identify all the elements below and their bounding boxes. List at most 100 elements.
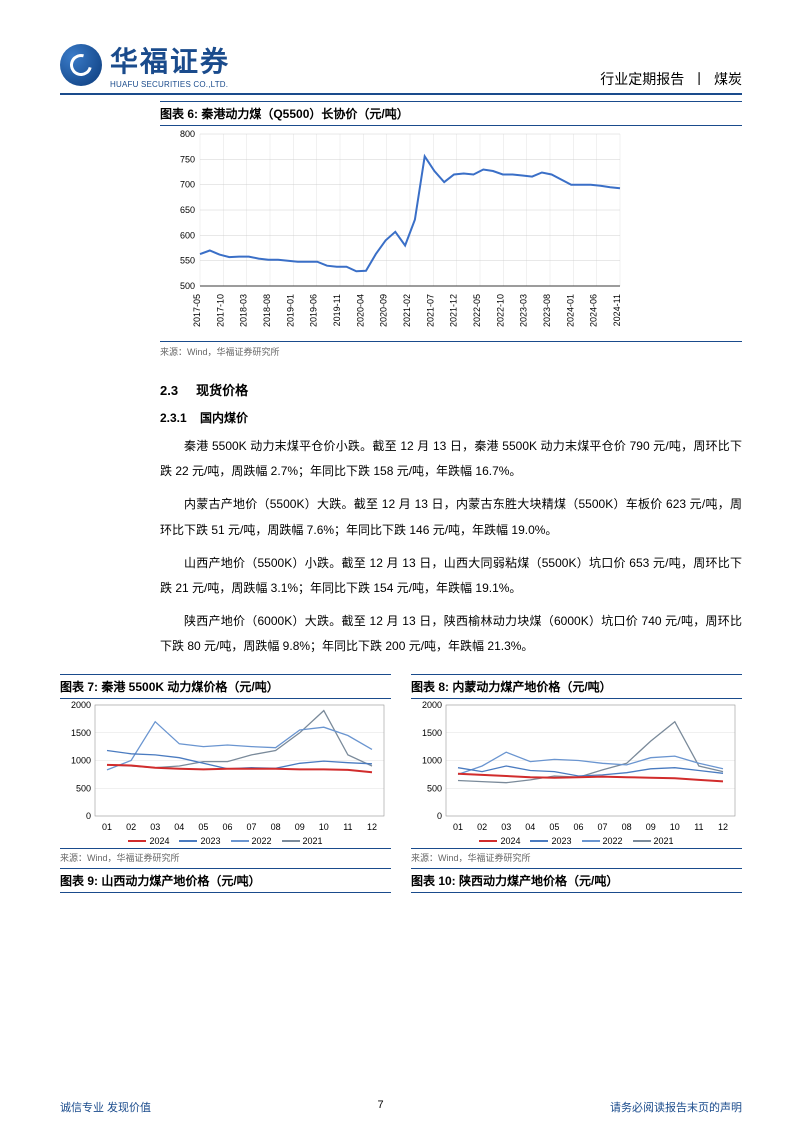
svg-text:2000: 2000: [422, 700, 442, 710]
legend-2023: 2023: [551, 836, 571, 846]
chart8-title: 图表 8: 内蒙动力煤产地价格（元/吨）: [411, 674, 742, 699]
chart6: 5005506006507007508002017-052017-102018-…: [160, 126, 630, 341]
legend-2022: 2022: [252, 836, 272, 846]
chart8-legend: 2024 2023 2022 2021: [411, 834, 742, 848]
svg-text:2024-11: 2024-11: [612, 294, 622, 326]
svg-text:500: 500: [427, 783, 442, 793]
svg-text:10: 10: [670, 822, 680, 832]
svg-text:0: 0: [86, 811, 91, 821]
logo-cn: 华福证券: [110, 40, 230, 80]
svg-text:01: 01: [102, 822, 112, 832]
legend-2021: 2021: [654, 836, 674, 846]
svg-text:11: 11: [694, 822, 703, 832]
page-footer: 诚信专业 发现价值 7 请务必阅读报告末页的声明: [60, 1099, 742, 1115]
svg-text:03: 03: [150, 822, 160, 832]
section-heading: 2.3 现货价格: [160, 380, 742, 399]
svg-text:2022-10: 2022-10: [495, 294, 505, 327]
chart8-source: 来源：Wind，华福证券研究所: [411, 848, 742, 866]
svg-text:2017-10: 2017-10: [215, 294, 225, 327]
paragraph-4: 陕西产地价（6000K）大跌。截至 12 月 13 日，陕西榆林动力块煤（600…: [160, 609, 742, 659]
chart7-source: 来源：Wind，华福证券研究所: [60, 848, 391, 866]
chart7: 0500100015002000010203040506070809101112: [60, 699, 390, 834]
svg-text:600: 600: [180, 230, 195, 240]
sep-icon: 丨: [692, 71, 706, 87]
chart7-col: 图表 7: 秦港 5500K 动力煤价格（元/吨） 0 500 1000 1500 20…: [60, 674, 391, 866]
paragraph-1: 秦港 5500K 动力末煤平仓价小跌。截至 12 月 13 日，秦港 5500K…: [160, 434, 742, 484]
svg-text:2022-05: 2022-05: [472, 294, 482, 327]
svg-text:09: 09: [646, 822, 656, 832]
svg-text:04: 04: [174, 822, 184, 832]
header-right: 行业定期报告 丨 煤炭: [600, 69, 742, 89]
svg-text:03: 03: [501, 822, 511, 832]
svg-text:08: 08: [271, 822, 281, 832]
svg-text:800: 800: [180, 129, 195, 139]
svg-text:2000: 2000: [71, 700, 91, 710]
svg-text:2024-01: 2024-01: [565, 294, 575, 327]
svg-text:12: 12: [718, 822, 728, 832]
chart6-title: 图表 6: 秦港动力煤（Q5500）长协价（元/吨）: [160, 101, 742, 126]
chart9-title: 图表 9: 山西动力煤产地价格（元/吨）: [60, 868, 391, 893]
chart10-title: 图表 10: 陕西动力煤产地价格（元/吨）: [411, 868, 742, 893]
chart6-section: 图表 6: 秦港动力煤（Q5500）长协价（元/吨） 5005506006507…: [160, 101, 742, 358]
chart6-source: 来源：Wind，华福证券研究所: [160, 341, 742, 358]
svg-text:550: 550: [180, 256, 195, 266]
page-header: 华福证券 HUAFU SECURITIES CO.,LTD. 行业定期报告 丨 …: [60, 40, 742, 95]
footer-left: 诚信专业 发现价值: [60, 1099, 151, 1115]
svg-text:01: 01: [453, 822, 463, 832]
svg-text:1000: 1000: [422, 755, 442, 765]
svg-text:02: 02: [477, 822, 487, 832]
svg-text:06: 06: [573, 822, 583, 832]
svg-text:04: 04: [525, 822, 535, 832]
svg-text:07: 07: [247, 822, 257, 832]
logo: 华福证券 HUAFU SECURITIES CO.,LTD.: [60, 40, 230, 89]
paragraph-2: 内蒙古产地价（5500K）大跌。截至 12 月 13 日，内蒙古东胜大块精煤（5…: [160, 492, 742, 542]
svg-text:1500: 1500: [71, 727, 91, 737]
svg-text:09: 09: [295, 822, 305, 832]
legend-2024: 2024: [149, 836, 169, 846]
svg-text:2023-08: 2023-08: [542, 294, 552, 327]
svg-text:2024-06: 2024-06: [589, 294, 599, 327]
svg-text:2021-12: 2021-12: [449, 294, 459, 327]
svg-text:500: 500: [180, 281, 195, 291]
svg-text:500: 500: [76, 783, 91, 793]
svg-text:05: 05: [549, 822, 559, 832]
svg-text:12: 12: [367, 822, 377, 832]
svg-text:02: 02: [126, 822, 136, 832]
footer-page: 7: [377, 1099, 383, 1115]
svg-text:08: 08: [622, 822, 632, 832]
svg-text:750: 750: [180, 154, 195, 164]
svg-text:11: 11: [343, 822, 352, 832]
sub-num: 2.3.1: [160, 411, 187, 425]
logo-icon: [60, 44, 102, 86]
chart7-title: 图表 7: 秦港 5500K 动力煤价格（元/吨）: [60, 674, 391, 699]
svg-text:2019-11: 2019-11: [332, 294, 342, 326]
legend-2023: 2023: [200, 836, 220, 846]
svg-text:2021-02: 2021-02: [402, 294, 412, 327]
svg-text:10: 10: [319, 822, 329, 832]
logo-en: HUAFU SECURITIES CO.,LTD.: [110, 80, 230, 89]
svg-text:2019-06: 2019-06: [309, 294, 319, 327]
paragraph-3: 山西产地价（5500K）小跌。截至 12 月 13 日，山西大同弱粘煤（5500…: [160, 551, 742, 601]
subsection-heading: 2.3.1 国内煤价: [160, 409, 742, 426]
charts-row-78: 图表 7: 秦港 5500K 动力煤价格（元/吨） 05001000150020…: [60, 674, 742, 866]
svg-text:06: 06: [222, 822, 232, 832]
svg-text:1500: 1500: [422, 727, 442, 737]
svg-text:2018-08: 2018-08: [262, 294, 272, 327]
legend-2021: 2021: [303, 836, 323, 846]
section-num: 2.3: [160, 383, 178, 398]
sub-title: 国内煤价: [200, 411, 248, 425]
svg-text:0: 0: [437, 811, 442, 821]
chart10-col: 图表 10: 陕西动力煤产地价格（元/吨）: [411, 868, 742, 893]
svg-text:2023-03: 2023-03: [519, 294, 529, 327]
chart7-legend: 2024 2023 2022 2021: [60, 834, 391, 848]
charts-row-910: 图表 9: 山西动力煤产地价格（元/吨） 图表 10: 陕西动力煤产地价格（元/…: [60, 868, 742, 893]
sector-name: 煤炭: [714, 71, 742, 87]
svg-text:1000: 1000: [71, 755, 91, 765]
svg-text:2021-07: 2021-07: [425, 294, 435, 327]
svg-text:2017-05: 2017-05: [192, 294, 202, 327]
chart8-col: 图表 8: 内蒙动力煤产地价格（元/吨） 0 500 1000 1500 2000 01 0…: [411, 674, 742, 866]
svg-text:2019-01: 2019-01: [285, 294, 295, 327]
report-type: 行业定期报告: [600, 71, 684, 87]
legend-2022: 2022: [603, 836, 623, 846]
svg-text:2020-09: 2020-09: [379, 294, 389, 327]
